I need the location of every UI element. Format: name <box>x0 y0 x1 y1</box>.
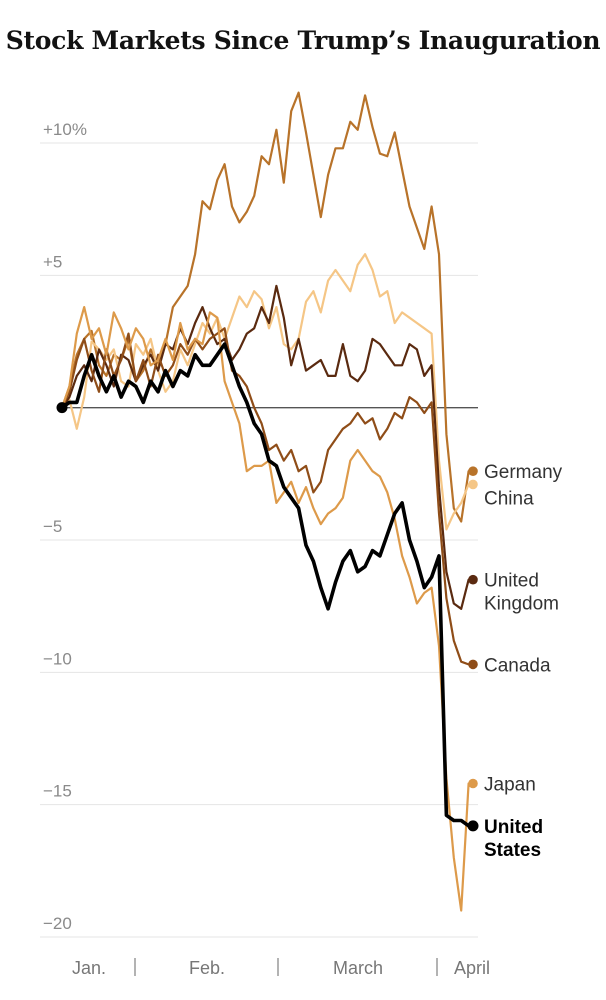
series-end-dot <box>468 466 478 476</box>
y-tick-label: −20 <box>43 914 72 933</box>
series-label: China <box>484 489 534 510</box>
y-tick-label: −10 <box>43 649 72 668</box>
y-tick-label: −5 <box>43 517 62 536</box>
series-line-united-kingdom <box>60 284 475 610</box>
y-tick-label: +5 <box>43 252 62 271</box>
gridlines <box>40 142 478 938</box>
series-label: Kingdom <box>484 594 559 615</box>
series-end-dot <box>467 820 479 832</box>
series-label: United <box>484 571 539 592</box>
series-label: United <box>484 817 543 838</box>
y-axis-ticks: +10% +5 −5 −10 −15 −20 <box>43 120 87 933</box>
x-tick-label: March <box>333 958 383 978</box>
y-tick-label: +10% <box>43 120 87 139</box>
y-tick-label: −15 <box>43 782 72 801</box>
x-tick-label: Feb. <box>189 958 225 978</box>
series-line-united-states <box>60 342 475 828</box>
series-end-dot <box>468 574 478 585</box>
series-end-dot <box>468 479 478 490</box>
series-label: Canada <box>484 655 551 676</box>
start-dot <box>56 402 68 414</box>
series-lines <box>56 91 479 912</box>
series-end-dot <box>468 659 478 670</box>
x-axis-ticks: Jan. Feb. March April <box>72 958 490 978</box>
chart-title: Stock Markets Since Trump’s Inauguration <box>5 26 601 55</box>
series-label: Germany <box>484 462 563 483</box>
series-end-dot <box>468 778 478 789</box>
series-labels: GermanyChinaUnitedKingdomCanadaJapanUnit… <box>484 462 563 861</box>
series-line-china <box>60 253 475 531</box>
x-tick-label: April <box>454 958 490 978</box>
series-label: Japan <box>484 774 536 795</box>
series-line-canada <box>60 327 475 666</box>
series-label: States <box>484 840 541 861</box>
x-tick-label: Jan. <box>72 958 106 978</box>
